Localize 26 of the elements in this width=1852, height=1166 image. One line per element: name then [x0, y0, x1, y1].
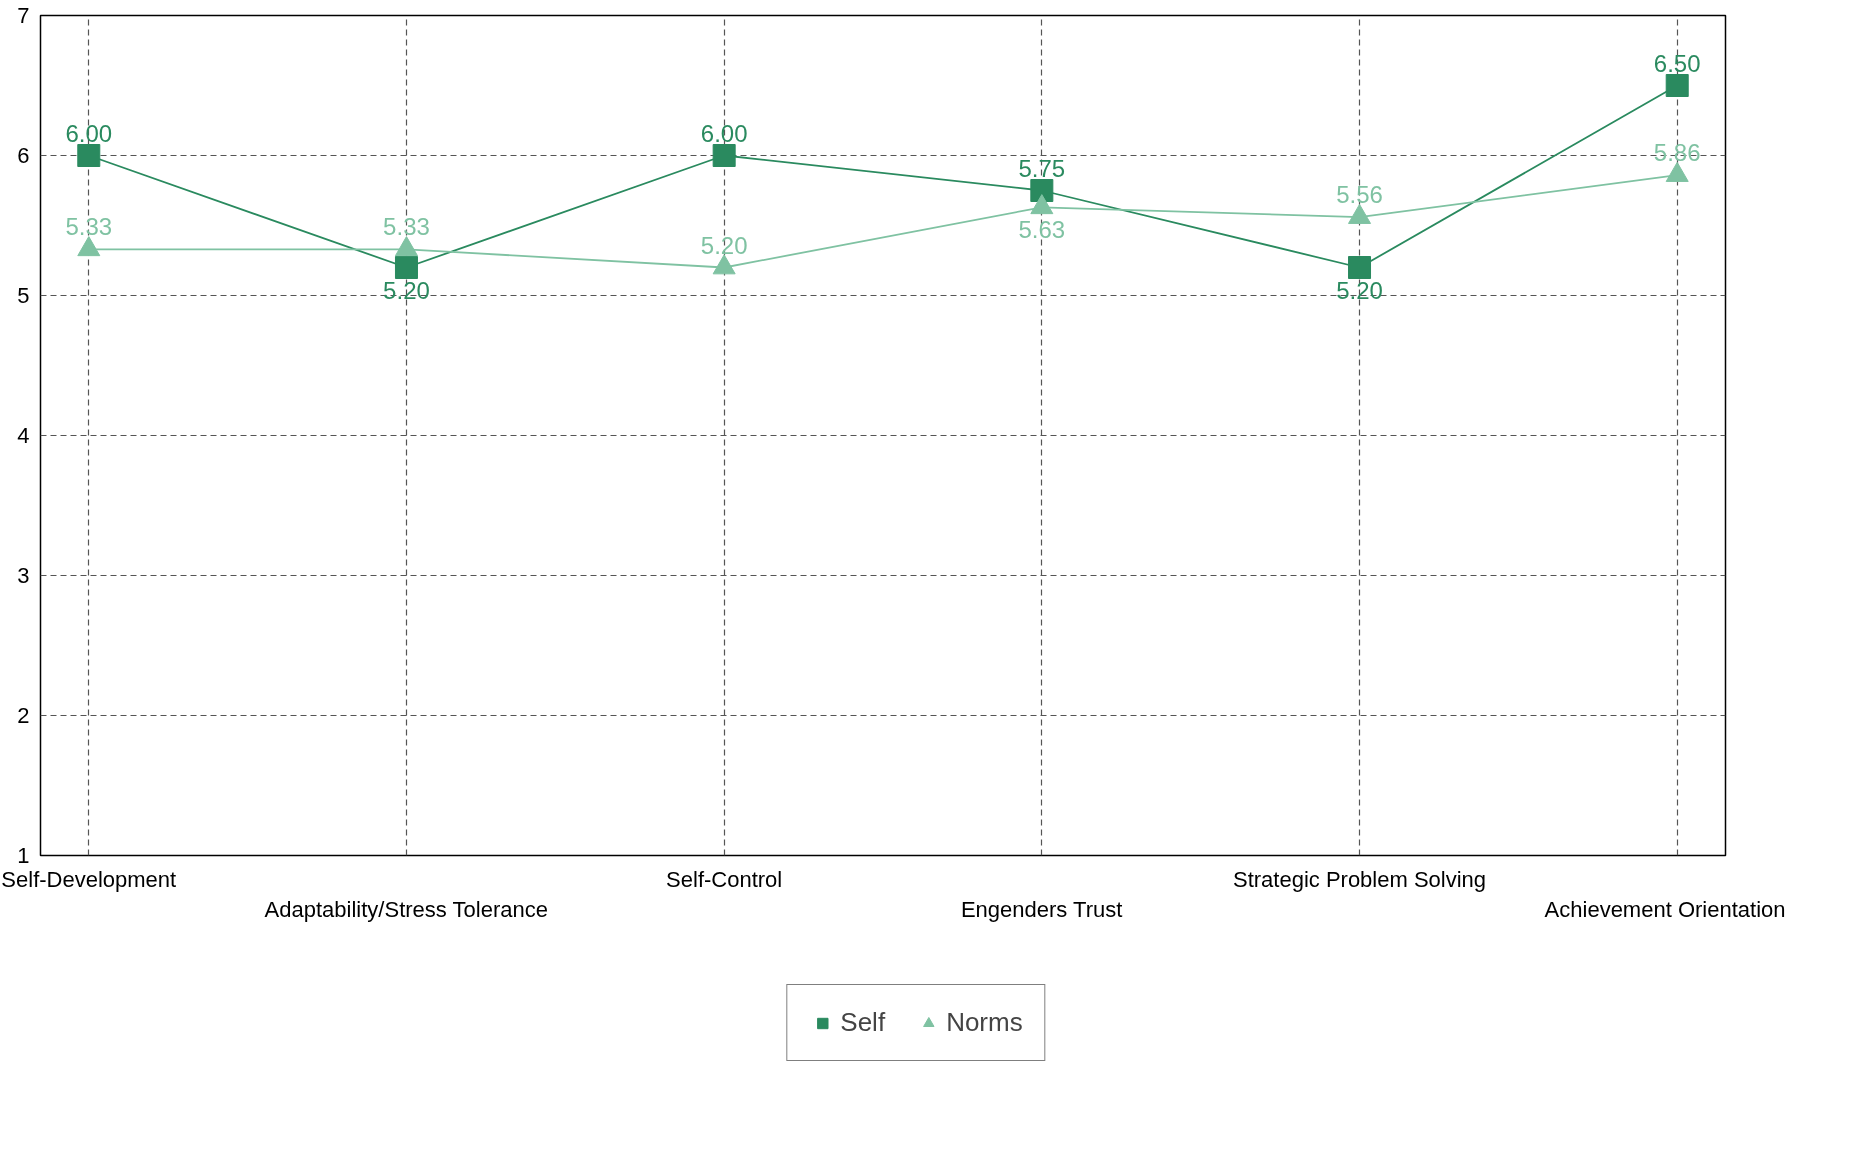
y-tick-label: 2 [17, 703, 30, 728]
x-tick-label: Strategic Problem Solving [1232, 866, 1487, 892]
data-label: 5.63 [1018, 216, 1066, 244]
x-tick-label: Adaptability/Stress Tolerance [264, 896, 548, 922]
x-tick-label: Self-Control [666, 866, 783, 892]
y-tick-label: 3 [17, 563, 30, 588]
data-label: 6.50 [1653, 49, 1701, 77]
x-tick-label: Engenders Trust [960, 896, 1123, 922]
x-tick-label: Self-Development [1, 866, 177, 892]
y-tick-label: 7 [17, 3, 30, 28]
legend-label: Self [840, 1007, 886, 1038]
x-tick-label: Achievement Orientation [1544, 896, 1786, 922]
y-tick-label: 1 [17, 843, 30, 868]
data-label: 5.20 [700, 231, 748, 259]
data-label: 5.20 [1336, 276, 1383, 304]
data-label: 6.00 [700, 119, 748, 147]
y-tick-label: 6 [17, 143, 30, 168]
data-label: 6.00 [65, 119, 113, 147]
legend-label: Norms [946, 1007, 1023, 1038]
data-label: 5.20 [383, 276, 430, 304]
data-label: 5.33 [65, 213, 113, 241]
data-label: 5.75 [1018, 154, 1066, 182]
y-tick-label: 4 [17, 423, 30, 448]
data-label: 5.56 [1336, 181, 1383, 209]
data-label: 5.33 [383, 213, 430, 241]
y-tick-label: 5 [17, 283, 30, 308]
